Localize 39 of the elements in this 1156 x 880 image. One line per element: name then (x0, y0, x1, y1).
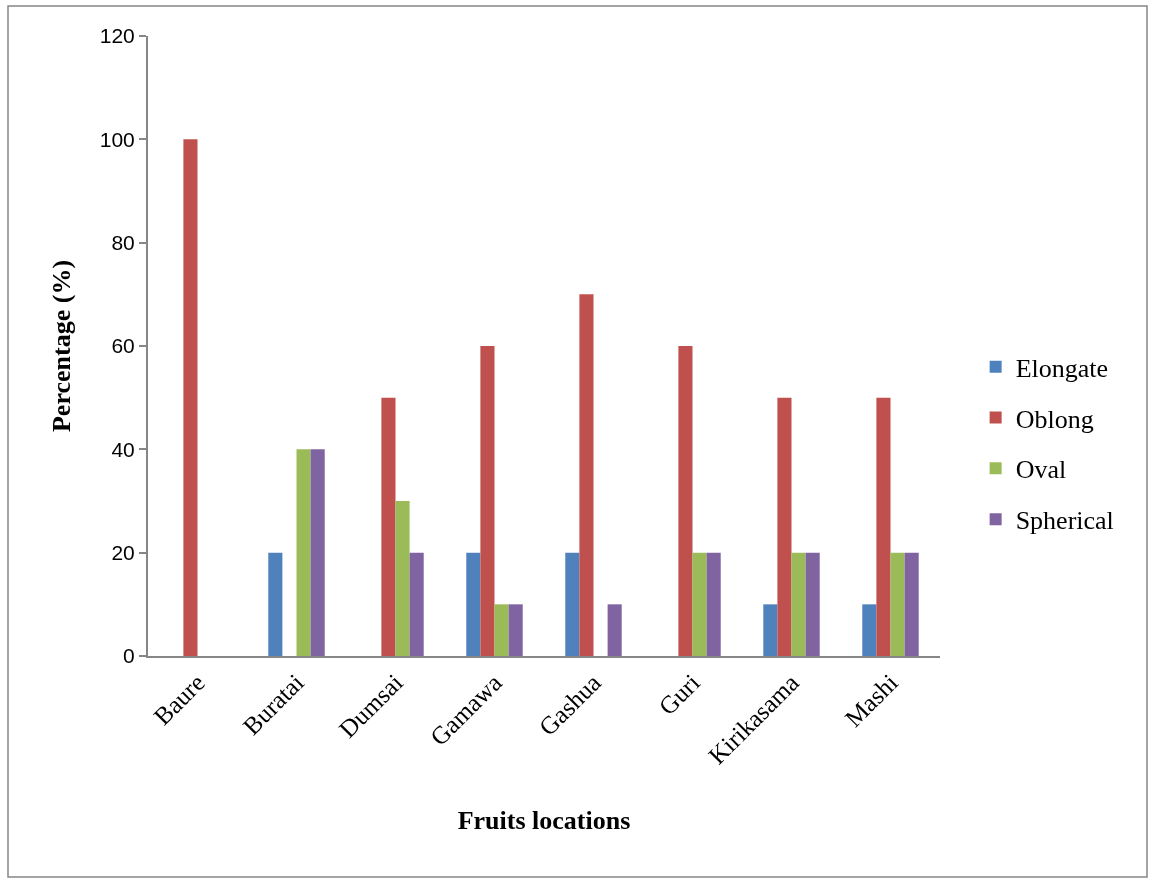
bar (706, 552, 721, 656)
bar (494, 604, 509, 656)
y-tick-label: 40 (111, 437, 135, 461)
legend-label: Spherical (1015, 506, 1114, 536)
legend-label: Elongate (1015, 353, 1109, 383)
legend-label: Oval (1015, 455, 1067, 485)
bar (565, 552, 580, 656)
bar (805, 552, 820, 656)
y-tick-label: 60 (111, 334, 135, 358)
bar (480, 346, 495, 656)
bar (678, 346, 693, 656)
bar (607, 604, 622, 656)
x-axis-title: Fruits locations (457, 805, 631, 835)
y-tick-label: 20 (111, 541, 135, 565)
bar (904, 552, 919, 656)
bar (876, 397, 891, 656)
bar (777, 397, 792, 656)
y-tick-label: 80 (111, 231, 135, 255)
bar (296, 449, 311, 656)
bar (862, 604, 877, 656)
y-tick-label: 120 (99, 24, 135, 48)
x-tick-label: Guri (653, 668, 705, 721)
bar (381, 397, 396, 656)
bar (395, 501, 410, 656)
bar (268, 552, 283, 656)
bar (890, 552, 905, 656)
bar (692, 552, 707, 656)
bar (183, 139, 198, 656)
bar (310, 449, 325, 656)
y-axis-title: Percentage (%) (46, 259, 76, 433)
legend-label: Oblong (1015, 404, 1094, 434)
y-tick-label: 0 (123, 644, 135, 668)
bar (409, 552, 424, 656)
y-tick-label: 100 (99, 127, 135, 151)
bar (508, 604, 523, 656)
bar (466, 552, 481, 656)
bar (579, 294, 594, 656)
bar (763, 604, 778, 656)
bar (791, 552, 806, 656)
